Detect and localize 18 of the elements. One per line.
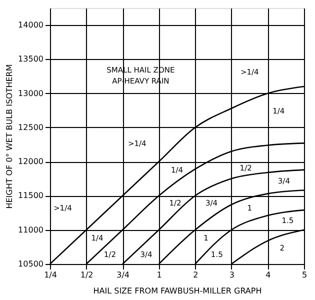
x-tick-label: 2 — [193, 270, 198, 280]
y-tick-label: 12500 — [18, 122, 44, 132]
y-tick-label: 11000 — [18, 225, 44, 234]
x-tick-label: 1 — [156, 270, 162, 280]
y-tick-label: 14000 — [18, 20, 44, 30]
y-tick-label: 12000 — [18, 157, 44, 166]
x-axis-title: HAIL SIZE FROM FAWBUSH-MILLER GRAPH — [93, 286, 262, 296]
y-tick-label: 13500 — [18, 54, 44, 64]
y-tick-label: 10500 — [18, 260, 44, 268]
x-tick-label: 1/4 — [44, 270, 57, 280]
x-tick-label: 1/2 — [80, 270, 94, 280]
y-tick-label: 13000 — [18, 88, 44, 98]
x-tick-label: 3 — [229, 270, 234, 280]
x-tick-label: 5 — [302, 270, 308, 280]
x-tick-label: 3/4 — [116, 270, 130, 280]
x-tick-label: 4 — [266, 270, 271, 280]
y-tick-label: 11500 — [18, 191, 44, 200]
y-axis-title: HEIGHT OF 0° WET BULB ISOTHERM — [5, 64, 14, 209]
